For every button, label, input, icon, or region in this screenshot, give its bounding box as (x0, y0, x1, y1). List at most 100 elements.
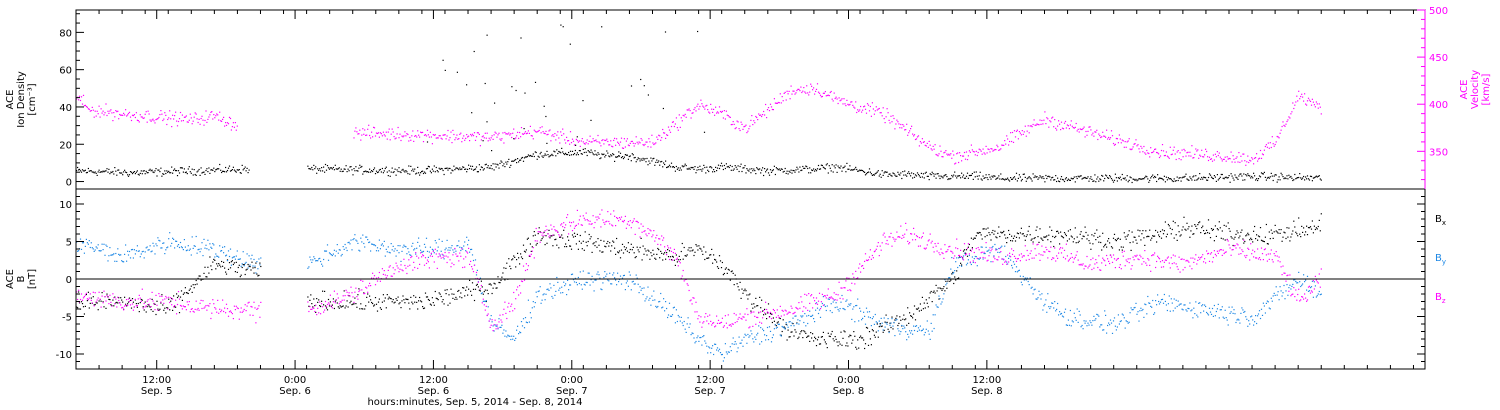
velocity-point (905, 129, 907, 131)
by-point (378, 239, 380, 241)
by-point (367, 239, 369, 241)
bz-point (146, 300, 148, 302)
bx-point (309, 299, 311, 301)
velocity-point (632, 142, 634, 144)
velocity-point (1118, 134, 1120, 136)
bx-point (815, 345, 818, 347)
velocity-point (1236, 156, 1238, 158)
by-point (200, 248, 202, 250)
velocity-point (418, 134, 420, 136)
ion-density-point (397, 170, 399, 173)
by-point (505, 330, 507, 332)
bx-point (317, 301, 319, 303)
ion-density-point (1143, 178, 1145, 180)
by-point (696, 337, 698, 339)
bx-point (1167, 223, 1169, 226)
velocity-point (225, 122, 227, 124)
by-point (1289, 284, 1291, 286)
bx-point (398, 303, 400, 305)
velocity-point (974, 154, 976, 156)
bx-point (346, 300, 348, 302)
ion-density-point (1182, 176, 1184, 178)
by-point (637, 283, 639, 285)
ion-density-point (562, 26, 564, 28)
by-point (1097, 314, 1099, 316)
by-point (1021, 284, 1023, 286)
bx-point (1218, 221, 1220, 223)
by-point (481, 292, 483, 294)
ion-density-point (622, 158, 625, 160)
by-point (791, 322, 793, 324)
velocity-point (188, 119, 190, 121)
bx-point (88, 307, 90, 309)
bx-point (606, 242, 608, 245)
velocity-point (222, 118, 224, 120)
by-point (900, 331, 902, 333)
ion-density-point (210, 169, 212, 171)
bx-point (905, 318, 907, 320)
ion-density-point (479, 169, 481, 171)
by-point (156, 245, 158, 247)
by-point (377, 250, 380, 252)
ion-density-point (1129, 176, 1131, 178)
bx-point (861, 337, 863, 339)
velocity-point (553, 135, 555, 138)
bx-point (851, 342, 853, 344)
by-point (738, 336, 740, 338)
bz-point (98, 291, 100, 293)
ion-density-point (575, 144, 577, 146)
velocity-point (549, 129, 551, 131)
bx-point (149, 306, 151, 308)
bx-point (593, 242, 595, 244)
ion-density-point (1092, 180, 1094, 182)
by-point (188, 249, 190, 251)
by-point (1237, 318, 1239, 320)
ion-density-point (1186, 178, 1188, 180)
velocity-point (537, 130, 539, 132)
by-point (996, 248, 998, 251)
bx-point (515, 266, 517, 268)
ion-density-point (645, 161, 647, 163)
ion-density-point (1317, 175, 1319, 177)
by-point (1317, 293, 1319, 295)
bx-point (364, 308, 366, 310)
ion-density-point (1054, 179, 1056, 181)
bx-point (1180, 234, 1182, 236)
velocity-point (1007, 138, 1009, 140)
ion-density-point (357, 170, 359, 172)
velocity-point (1000, 148, 1002, 150)
bx-point (888, 330, 890, 333)
velocity-point (1255, 157, 1257, 159)
velocity-point (899, 127, 901, 129)
velocity-point (513, 128, 515, 130)
bx-point (587, 240, 589, 243)
bx-point (894, 319, 896, 321)
velocity-point (797, 88, 799, 90)
velocity-point (565, 142, 567, 144)
bx-point (377, 301, 380, 303)
by-point (898, 330, 900, 332)
by-point (1190, 310, 1192, 312)
ion-density-point (520, 157, 523, 159)
by-point (916, 330, 919, 332)
ion-density-point (1010, 177, 1012, 179)
velocity-point (547, 133, 549, 135)
by-point (1089, 320, 1091, 322)
bx-point (410, 296, 412, 298)
velocity-point (1123, 146, 1125, 148)
bx-point (227, 268, 230, 270)
bx-point (1243, 242, 1245, 244)
ion-density-point (1102, 175, 1104, 177)
by-point (430, 253, 432, 255)
by-point (683, 320, 685, 323)
velocity-point (1308, 99, 1311, 101)
bx-point (1027, 230, 1029, 232)
ion-density-point (705, 172, 707, 174)
bz-point (202, 300, 204, 302)
ion-density-point (706, 166, 708, 168)
by-point (375, 250, 378, 252)
by-point (1312, 296, 1314, 298)
ion-density-point (1204, 176, 1206, 179)
bx-point (345, 305, 347, 307)
by-point (1138, 320, 1140, 322)
